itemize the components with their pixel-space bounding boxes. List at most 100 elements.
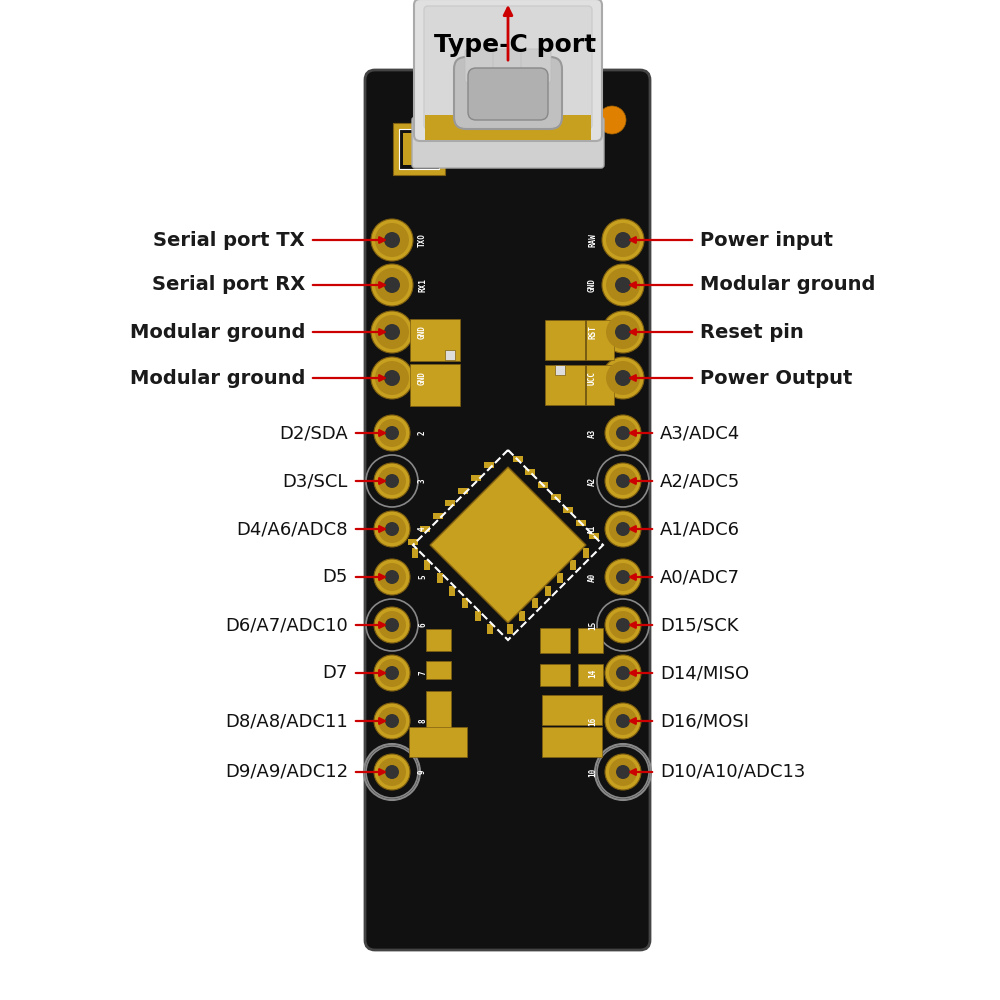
Bar [426, 691, 450, 729]
Text: Type-C port: Type-C port [434, 33, 596, 57]
Text: 6: 6 [418, 623, 427, 627]
Circle shape [605, 511, 641, 547]
Bar [545, 320, 585, 360]
Text: TXO: TXO [418, 233, 427, 247]
Circle shape [378, 515, 406, 543]
Text: GND: GND [418, 325, 427, 339]
Circle shape [616, 765, 630, 779]
Text: RX1: RX1 [418, 278, 427, 292]
Bar [586, 365, 614, 405]
Circle shape [374, 607, 410, 643]
Circle shape [616, 618, 630, 632]
Circle shape [616, 426, 630, 440]
Text: A2/ADC5: A2/ADC5 [660, 472, 740, 490]
Text: RAW: RAW [588, 233, 597, 247]
Circle shape [374, 463, 410, 499]
Circle shape [605, 559, 641, 595]
Bar [399, 129, 439, 169]
Circle shape [616, 714, 630, 728]
Circle shape [375, 315, 409, 349]
Text: 15: 15 [588, 620, 597, 630]
Text: Modular ground: Modular ground [130, 322, 305, 342]
Circle shape [385, 522, 399, 536]
Text: Power input: Power input [700, 231, 833, 249]
Circle shape [616, 474, 630, 488]
Text: 3: 3 [418, 479, 427, 483]
Text: Modular ground: Modular ground [130, 368, 305, 387]
Text: D6/A7/ADC10: D6/A7/ADC10 [225, 616, 348, 634]
Text: GND: GND [418, 371, 427, 385]
Bar [437, 573, 443, 583]
Circle shape [615, 277, 631, 293]
Bar [578, 628, 602, 652]
Text: D5: D5 [323, 568, 348, 586]
Circle shape [385, 426, 399, 440]
Text: 16: 16 [588, 716, 597, 726]
Circle shape [609, 707, 637, 735]
Circle shape [375, 268, 409, 302]
Text: 7: 7 [418, 671, 427, 675]
Bar [445, 350, 455, 360]
Bar [555, 365, 565, 375]
Text: UCC: UCC [588, 371, 597, 385]
Bar [458, 488, 468, 494]
Circle shape [609, 419, 637, 447]
Circle shape [615, 232, 631, 248]
Text: 5: 5 [418, 575, 427, 579]
Circle shape [371, 219, 413, 261]
Text: A3: A3 [588, 428, 597, 438]
Bar [525, 469, 535, 475]
Bar [393, 123, 445, 175]
Circle shape [616, 570, 630, 584]
Bar [540, 628, 570, 652]
Bar [410, 364, 460, 406]
FancyBboxPatch shape [412, 117, 604, 168]
Bar [545, 365, 585, 405]
Circle shape [385, 570, 399, 584]
Text: Serial port RX: Serial port RX [152, 275, 305, 294]
Text: D14/MISO: D14/MISO [660, 664, 749, 682]
Text: A1/ADC6: A1/ADC6 [660, 520, 740, 538]
FancyBboxPatch shape [424, 6, 592, 129]
Bar [471, 475, 481, 481]
Text: 2: 2 [418, 431, 427, 435]
Circle shape [374, 655, 410, 691]
Bar [538, 482, 548, 488]
Circle shape [606, 315, 640, 349]
Text: Serial port TX: Serial port TX [153, 231, 305, 249]
Bar [424, 560, 430, 570]
FancyBboxPatch shape [465, 49, 495, 83]
Circle shape [374, 559, 410, 595]
Bar [507, 624, 512, 634]
Circle shape [609, 515, 637, 543]
Bar [532, 598, 538, 608]
Text: RST: RST [588, 325, 597, 339]
Bar [412, 548, 418, 558]
Circle shape [378, 707, 406, 735]
Text: 14: 14 [588, 668, 597, 678]
Bar [475, 611, 481, 621]
Text: D16/MOSI: D16/MOSI [660, 712, 749, 730]
Circle shape [605, 607, 641, 643]
Circle shape [605, 754, 641, 790]
Bar [426, 661, 450, 679]
Bar [484, 462, 494, 468]
Text: D10/A10/ADC13: D10/A10/ADC13 [660, 763, 805, 781]
Circle shape [609, 659, 637, 687]
Circle shape [606, 361, 640, 395]
Text: 4: 4 [418, 527, 427, 531]
Bar [519, 611, 525, 621]
Circle shape [605, 655, 641, 691]
Text: A1: A1 [588, 524, 597, 534]
Text: D15/SCK: D15/SCK [660, 616, 738, 634]
Circle shape [385, 474, 399, 488]
Text: A0: A0 [588, 572, 597, 582]
Circle shape [385, 666, 399, 680]
Text: 9: 9 [418, 770, 427, 774]
Bar [433, 513, 443, 519]
Circle shape [371, 311, 413, 353]
Circle shape [371, 264, 413, 306]
Circle shape [609, 758, 637, 786]
Text: D7: D7 [323, 664, 348, 682]
FancyBboxPatch shape [521, 49, 551, 83]
